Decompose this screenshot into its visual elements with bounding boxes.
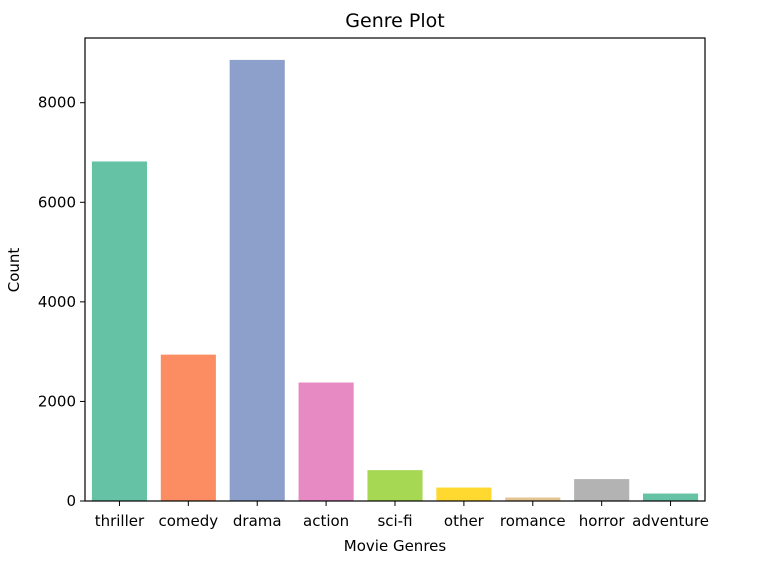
x-tick-label: sci-fi: [377, 512, 412, 530]
bar-adventure: [643, 493, 699, 501]
x-tick-label: adventure: [632, 512, 709, 530]
bar-action: [298, 382, 354, 501]
y-tick-label: 8000: [38, 94, 76, 112]
x-axis-label: Movie Genres: [344, 537, 447, 555]
y-axis-label: Count: [5, 248, 23, 293]
x-tick-label: horror: [579, 512, 626, 530]
plot-frame: [84, 37, 706, 502]
x-tick-label: action: [303, 512, 349, 530]
bar-romance: [505, 497, 561, 501]
bar-comedy: [160, 354, 216, 501]
y-tick-label: 2000: [38, 392, 76, 410]
bar-horror: [574, 479, 630, 501]
bar-other: [436, 487, 492, 501]
y-axis: 0 2000 4000 6000 8000: [38, 94, 85, 510]
bar-sci-fi: [367, 470, 423, 501]
x-tick-label: comedy: [158, 512, 218, 530]
chart-title: Genre Plot: [345, 10, 444, 32]
bar-thriller: [91, 161, 147, 501]
x-tick-label: romance: [500, 512, 566, 530]
x-tick-label: thriller: [95, 512, 145, 530]
bars-group: [91, 59, 699, 502]
x-tick-label: other: [444, 512, 485, 530]
y-tick-label: 6000: [38, 193, 76, 211]
y-tick-label: 0: [66, 492, 76, 510]
x-tick-label: drama: [233, 512, 282, 530]
x-axis: thriller comedy drama action sci-fi other roma…: [95, 501, 709, 530]
bar-drama: [229, 59, 285, 502]
y-tick-label: 4000: [38, 293, 76, 311]
